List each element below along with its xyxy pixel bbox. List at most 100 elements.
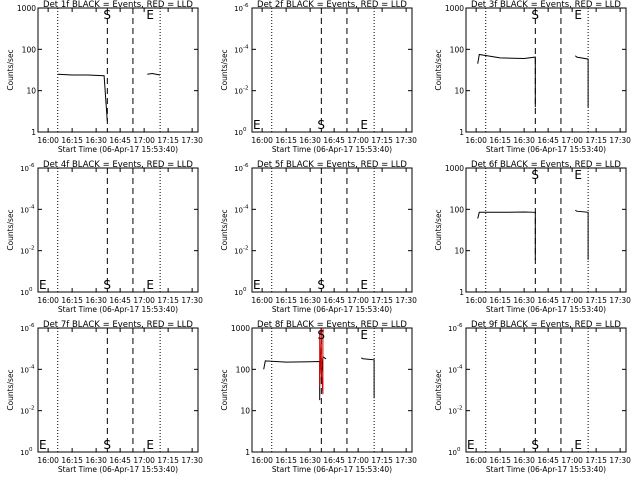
end-marker-label: E xyxy=(360,328,368,342)
x-axis-label: Start Time (06-Apr-17 15:53:40) xyxy=(486,465,606,474)
x-tick-label: 16:30 xyxy=(299,296,321,305)
chart-panel: Det 5f BLACK = Events, RED = LLD S E E 16:00… xyxy=(220,160,417,314)
y-axis-label: Counts/sec xyxy=(220,209,229,250)
y-tick-label: 10 xyxy=(234,289,243,297)
x-tick-label: 17:30 xyxy=(395,296,417,305)
plot-frame xyxy=(465,167,627,293)
x-tick-label: 16:00 xyxy=(251,136,273,145)
x-tick-label: 16:00 xyxy=(37,136,59,145)
y-tick-label: 10 xyxy=(454,247,464,256)
y-axis-label: Counts/sec xyxy=(434,209,443,250)
chart-panel: Det 9f BLACK = Events, RED = LLD S E E 16:00… xyxy=(434,320,631,474)
x-tick-label: 16:00 xyxy=(37,296,59,305)
plot-frame xyxy=(465,7,627,133)
y-tick-label: 1 xyxy=(245,448,250,457)
chart-panel: Det 4f BLACK = Events, RED = LLD S E E 16:00… xyxy=(6,160,203,314)
x-tick-label: 16:00 xyxy=(465,136,487,145)
x-tick-label: 16:15 xyxy=(275,296,297,305)
x-tick-label: 17:30 xyxy=(395,456,417,465)
x-tick-label: 16:00 xyxy=(251,456,273,465)
y-tick-label: 100 xyxy=(450,45,465,54)
plot-frame xyxy=(251,327,413,453)
y-tick-label: 10 xyxy=(20,325,29,333)
events-series-line xyxy=(477,211,536,260)
x-tick-label: 17:00 xyxy=(561,456,583,465)
x-tick-label: 17:15 xyxy=(585,296,607,305)
chart-title: Det 3f BLACK = Events, RED = LLD xyxy=(471,0,621,10)
plot-frame xyxy=(251,7,413,133)
x-tick-label: 17:30 xyxy=(609,136,631,145)
x-tick-label: 17:15 xyxy=(371,296,393,305)
x-tick-label: 16:15 xyxy=(275,136,297,145)
y-tick-label: 100 xyxy=(22,45,37,54)
x-tick-label: 17:15 xyxy=(585,456,607,465)
x-tick-label: 17:00 xyxy=(133,456,155,465)
y-tick-exponent: -2 xyxy=(457,406,462,412)
chart-title: Det 8f BLACK = Events, RED = LLD xyxy=(257,320,407,330)
x-tick-label: 16:00 xyxy=(465,296,487,305)
y-tick-label: 1000 xyxy=(231,324,250,333)
x-tick-label: 16:45 xyxy=(323,296,345,305)
x-tick-label: 16:30 xyxy=(513,456,535,465)
plot-frame xyxy=(465,327,627,453)
x-tick-label: 17:15 xyxy=(157,456,179,465)
start-marker-label: S xyxy=(531,8,539,22)
y-tick-label: 10 xyxy=(20,366,29,374)
start-marker-label: S xyxy=(317,328,325,342)
x-tick-label: 16:45 xyxy=(109,456,131,465)
end-marker-label: E xyxy=(146,8,154,22)
plot-frame xyxy=(37,167,199,293)
x-tick-label: 16:45 xyxy=(537,136,559,145)
x-tick-label: 16:15 xyxy=(61,136,83,145)
x-tick-label: 16:00 xyxy=(251,296,273,305)
x-tick-label: 17:30 xyxy=(609,456,631,465)
end-marker-label: E xyxy=(574,438,582,452)
x-tick-label: 17:15 xyxy=(371,456,393,465)
x-tick-label: 16:45 xyxy=(537,296,559,305)
start-marker-label: S xyxy=(317,118,325,132)
x-axis-label: Start Time (06-Apr-17 15:53:40) xyxy=(58,465,178,474)
y-tick-label: 1 xyxy=(459,288,464,297)
y-ticks: 1 10 100 1000 xyxy=(445,4,626,137)
y-tick-label: 10 xyxy=(448,325,457,333)
x-tick-label: 17:15 xyxy=(157,136,179,145)
x-tick-label: 16:15 xyxy=(275,456,297,465)
y-tick-label: 10 xyxy=(234,46,243,54)
x-tick-label: 16:15 xyxy=(489,456,511,465)
y-axis-label: Counts/sec xyxy=(434,49,443,90)
y-tick-exponent: 0 xyxy=(243,287,247,293)
start-marker-label: S xyxy=(103,278,111,292)
events-series-line xyxy=(574,55,589,108)
x-tick-label: 17:15 xyxy=(585,136,607,145)
y-tick-exponent: -2 xyxy=(243,246,248,252)
plot-frame xyxy=(251,167,413,293)
y-tick-label: 1000 xyxy=(17,4,36,13)
y-tick-exponent: -2 xyxy=(29,406,34,412)
y-tick-label: 10 xyxy=(448,366,457,374)
y-tick-exponent: -6 xyxy=(29,163,35,169)
x-axis-label: Start Time (06-Apr-17 15:53:40) xyxy=(58,145,178,154)
x-tick-label: 16:15 xyxy=(61,456,83,465)
x-tick-label: 16:00 xyxy=(37,456,59,465)
chart-title: Det 5f BLACK = Events, RED = LLD xyxy=(257,160,407,170)
x-axis-label: Start Time (06-Apr-17 15:53:40) xyxy=(58,305,178,314)
y-tick-exponent: 0 xyxy=(29,287,33,293)
events-series-line xyxy=(477,53,536,108)
chart-panel: Det 7f BLACK = Events, RED = LLD S E E 16:00… xyxy=(6,320,203,474)
y-tick-label: 1000 xyxy=(445,4,464,13)
x-tick-label: 16:15 xyxy=(61,296,83,305)
y-tick-label: 1 xyxy=(459,128,464,137)
y-axis-label: Counts/sec xyxy=(6,369,15,410)
x-tick-label: 16:30 xyxy=(85,456,107,465)
chart-title: Det 7f BLACK = Events, RED = LLD xyxy=(43,320,193,330)
y-tick-label: 10 xyxy=(26,87,36,96)
x-tick-label: 16:45 xyxy=(537,456,559,465)
y-tick-label: 10 xyxy=(20,248,29,256)
end-marker-label: E xyxy=(467,438,475,452)
